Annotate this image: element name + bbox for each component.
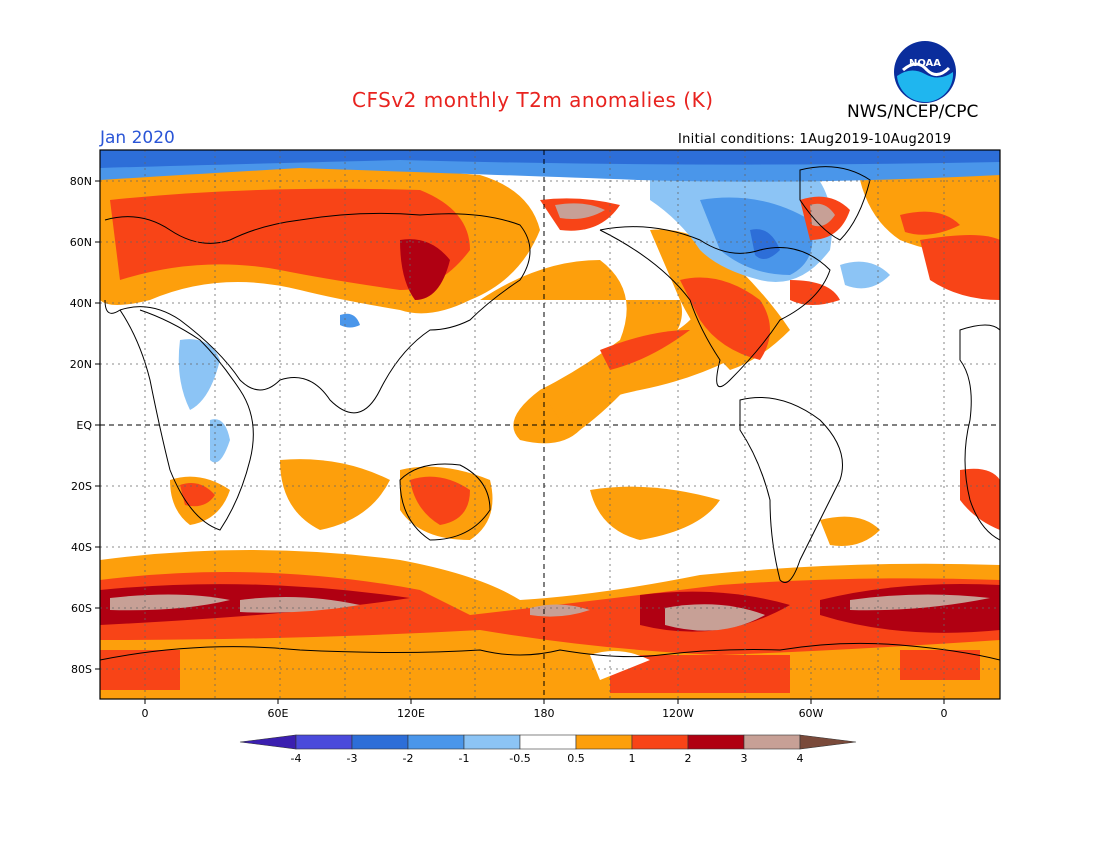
lat-label: 20S <box>71 480 92 493</box>
lat-label: EQ <box>76 419 92 432</box>
colorbar-swatch <box>631 734 689 750</box>
colorbar-swatch <box>799 734 857 750</box>
colorbar-label: -4 <box>291 752 302 765</box>
lat-label: 60S <box>71 602 92 615</box>
lon-label: 120W <box>662 707 694 720</box>
colorbar-label: -3 <box>347 752 358 765</box>
colorbar-label: -1 <box>459 752 470 765</box>
longitude-axis: 0 60E 120E 180 120W 60W 0 <box>142 699 948 720</box>
colorbar-swatch <box>687 734 745 750</box>
colorbar-label: 2 <box>685 752 692 765</box>
reference-lines <box>100 150 1000 699</box>
colorbar-swatch <box>519 734 577 750</box>
agency-label: NWS/NCEP/CPC <box>847 102 979 122</box>
colorbar-swatch <box>295 734 353 750</box>
colorbar-label: 3 <box>741 752 748 765</box>
colorbar-swatch <box>407 734 465 750</box>
colorbar-label: 1 <box>629 752 636 765</box>
lat-label: 60N <box>70 236 92 249</box>
lat-label: 40N <box>70 297 92 310</box>
colorbar-swatch <box>743 734 801 750</box>
noaa-logo-text: NOAA <box>909 58 941 69</box>
lon-label: 180 <box>534 707 555 720</box>
initial-conditions-label: Initial conditions: 1Aug2019-10Aug2019 <box>678 132 952 147</box>
colorbar-label: -2 <box>403 752 414 765</box>
noaa-logo-bird <box>902 62 951 76</box>
colorbar-swatch <box>239 734 297 750</box>
lat-label: 20N <box>70 358 92 371</box>
colorbar-label: -0.5 <box>509 752 530 765</box>
lat-label: 40S <box>71 541 92 554</box>
colorbar-labels: -4 -3 -2 -1 -0.5 0.5 1 2 3 4 <box>291 752 804 765</box>
colorbar-swatches <box>239 734 857 750</box>
colorbar-swatch <box>351 734 409 750</box>
coastlines <box>100 166 1000 661</box>
graticule <box>100 150 1000 699</box>
colorbar-swatch <box>463 734 521 750</box>
anomaly-field <box>100 150 1000 699</box>
lat-label: 80S <box>71 663 92 676</box>
map-title: CFSv2 monthly T2m anomalies (K) <box>352 88 714 112</box>
lon-label: 0 <box>142 707 149 720</box>
noaa-logo-wave <box>897 70 954 103</box>
lat-label: 80N <box>70 175 92 188</box>
lon-label: 120E <box>397 707 425 720</box>
noaa-logo: NOAA <box>894 41 956 103</box>
lon-label: 0 <box>941 707 948 720</box>
colorbar-label: 4 <box>797 752 804 765</box>
colorbar-swatch <box>575 734 633 750</box>
lon-label: 60W <box>799 707 824 720</box>
colorbar-label: 0.5 <box>567 752 585 765</box>
lon-label: 60E <box>268 707 289 720</box>
latitude-axis: 80N 60N 40N 20N EQ 20S 40S 60S 80S <box>70 175 100 676</box>
forecast-month-label: Jan 2020 <box>100 128 175 148</box>
